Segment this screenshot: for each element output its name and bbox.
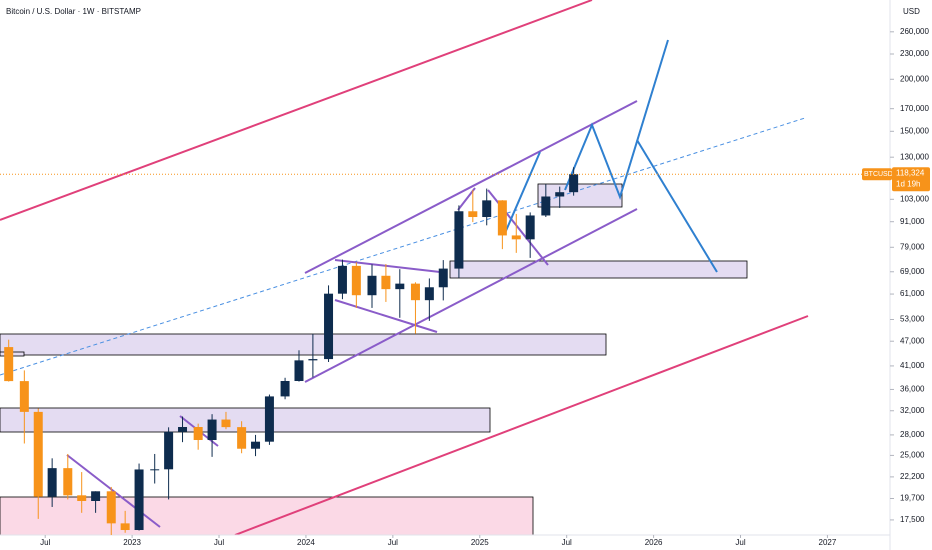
candle-body <box>19 381 29 412</box>
y-tick-label: 41,000 <box>900 361 925 370</box>
y-tick-label: 19,700 <box>900 494 925 503</box>
candle-body <box>164 431 174 470</box>
candle-body <box>482 200 492 218</box>
candle-body <box>150 469 160 471</box>
trend-line <box>234 315 809 535</box>
y-tick-label: 150,000 <box>900 126 929 135</box>
candle-body <box>424 287 434 301</box>
candle-body <box>525 215 535 240</box>
candle-body <box>33 411 43 497</box>
price-label: 118,324 <box>896 168 925 177</box>
candle-body <box>541 196 551 216</box>
candle-body <box>569 174 579 193</box>
x-tick-label: Jul <box>214 538 224 547</box>
candle-body <box>91 491 101 501</box>
channel <box>66 100 638 528</box>
y-tick-label: 53,000 <box>900 315 925 324</box>
candle-body <box>367 275 377 296</box>
y-tick-label: 32,000 <box>900 406 925 415</box>
candle-body <box>221 419 231 428</box>
x-tick-label: 2024 <box>297 538 315 547</box>
y-tick-label: 36,000 <box>900 385 925 394</box>
candle-body <box>251 441 261 449</box>
candle-body <box>468 211 478 218</box>
candle-body <box>178 427 188 432</box>
candle-body <box>294 360 304 382</box>
candle-body <box>381 275 391 290</box>
zone-box <box>0 333 607 356</box>
candle-body <box>497 200 507 236</box>
candle-body <box>237 427 247 449</box>
y-tick-label: 103,000 <box>900 194 929 203</box>
symbol-label: BTCUSD <box>864 171 893 178</box>
countdown-label: 1d 19h <box>896 179 920 188</box>
y-tick-label: 17,500 <box>900 515 925 524</box>
drawings <box>0 0 809 535</box>
y-tick-label: 69,000 <box>900 267 925 276</box>
candle-body <box>77 495 87 501</box>
x-tick-label: Jul <box>562 538 572 547</box>
trend-line <box>0 0 593 221</box>
zone-box <box>0 496 534 535</box>
candle-body <box>120 523 130 531</box>
y-tick-label: 47,000 <box>900 336 925 345</box>
dashed-line <box>0 117 806 376</box>
x-tick-label: 2026 <box>645 538 663 547</box>
zone-box <box>449 260 748 279</box>
candle-body <box>351 265 361 296</box>
candle-body <box>4 347 14 382</box>
candle-body <box>511 235 521 240</box>
x-tick-label: Jul <box>40 538 50 547</box>
candle-body <box>410 283 420 301</box>
x-tick-label: Jul <box>735 538 745 547</box>
candles <box>4 167 579 535</box>
zone-box <box>537 183 623 208</box>
candle-body <box>207 419 217 441</box>
y-tick-label: 28,000 <box>900 430 925 439</box>
candle-body <box>438 268 448 288</box>
candle-body <box>555 192 565 197</box>
candle-body <box>63 468 73 496</box>
candle-body <box>280 381 290 397</box>
y-tick-label: 260,000 <box>900 27 929 36</box>
x-tick-label: Jul <box>388 538 398 547</box>
candle-body <box>308 359 318 361</box>
y-tick-label: 22,200 <box>900 472 925 481</box>
candle-body <box>47 468 57 497</box>
y-tick-label: 230,000 <box>900 49 929 58</box>
y-tick-label: 130,000 <box>900 152 929 161</box>
x-tick-label: 2025 <box>471 538 489 547</box>
symbol-tag <box>862 168 892 181</box>
candle-body <box>454 211 464 269</box>
candle-body <box>106 491 116 524</box>
projection <box>504 151 541 234</box>
candle-body <box>337 265 347 294</box>
candle-body <box>134 469 144 531</box>
candle-body <box>193 427 203 441</box>
y-tick-label: 25,000 <box>900 451 925 460</box>
chart-title: Bitcoin / U.S. Dollar · 1W · BITSTAMP <box>6 7 141 16</box>
y-tick-label: 170,000 <box>900 104 929 113</box>
x-tick-label: 2027 <box>819 538 837 547</box>
candle-body <box>264 396 274 442</box>
y-tick-label: 61,000 <box>900 289 925 298</box>
y-tick-label: 91,000 <box>900 217 925 226</box>
candle-body <box>395 283 405 290</box>
x-tick-label: 2023 <box>123 538 141 547</box>
y-tick-label: 79,000 <box>900 242 925 251</box>
candle-body <box>324 293 334 360</box>
currency: USD <box>903 7 920 16</box>
projection <box>564 39 669 201</box>
y-tick-label: 200,000 <box>900 74 929 83</box>
projection <box>636 139 718 273</box>
price-tag <box>892 167 930 192</box>
